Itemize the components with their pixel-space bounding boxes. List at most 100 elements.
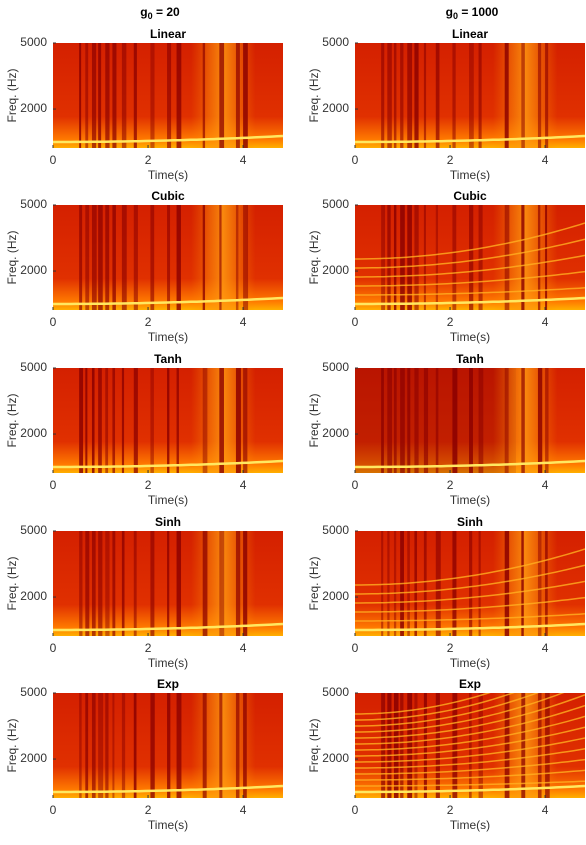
stripe <box>219 205 222 310</box>
stripe <box>150 43 155 148</box>
stripe <box>400 43 404 148</box>
stripe <box>423 368 429 473</box>
stripe <box>91 693 96 798</box>
x-tick-label: 4 <box>240 153 247 167</box>
stripe <box>105 205 110 310</box>
stripe <box>98 43 102 148</box>
x-tick-label: 2 <box>447 153 454 167</box>
stripe <box>400 368 405 473</box>
stripe <box>423 205 426 310</box>
stripe <box>478 43 482 148</box>
stripe <box>469 368 473 473</box>
stripe <box>98 693 104 798</box>
stripe <box>112 531 116 636</box>
stripe <box>414 368 419 473</box>
stripe <box>243 531 248 636</box>
x-axis-label: Time(s) <box>450 168 490 182</box>
x-tick-label: 4 <box>240 315 247 329</box>
dark-zone <box>355 368 516 473</box>
y-tick-label: 2000 <box>20 589 47 603</box>
spectrogram-image <box>53 43 283 148</box>
panel: Cubic 2000 5000 0 2 4 Time(s) Freq. (Hz) <box>307 189 585 344</box>
x-tick-label: 4 <box>542 315 549 329</box>
panel: Linear 2000 5000 0 2 4 Time(s) Freq. (Hz) <box>307 27 585 182</box>
panel-title: Sinh <box>155 515 181 529</box>
stripe <box>387 693 392 798</box>
y-axis-label: Freq. (Hz) <box>307 393 321 447</box>
harmonic <box>355 580 585 604</box>
panel-title: Sinh <box>457 515 483 529</box>
stripe <box>85 531 90 636</box>
stripe <box>85 693 89 798</box>
stripe <box>414 531 418 636</box>
x-tick-label: 2 <box>447 315 454 329</box>
stripe <box>537 205 541 310</box>
stripe <box>521 205 525 310</box>
y-axis-label: Freq. (Hz) <box>307 68 321 122</box>
stripe <box>98 531 103 636</box>
y-axis-label: Freq. (Hz) <box>307 230 321 284</box>
stripe <box>423 43 427 148</box>
stripe <box>407 368 411 473</box>
harmonic <box>355 693 491 715</box>
x-tick-label: 4 <box>542 478 549 492</box>
glow <box>493 531 558 636</box>
x-axis-label: Time(s) <box>148 818 188 832</box>
stripe <box>478 205 483 310</box>
stripe <box>243 368 248 473</box>
harmonic <box>355 784 585 794</box>
panel: Sinh 2000 5000 0 2 4 Time(s) Freq. (Hz) <box>5 515 283 670</box>
stripe <box>545 205 548 310</box>
panel-title: Cubic <box>151 189 185 203</box>
stripe <box>381 205 386 310</box>
stripe <box>423 693 427 798</box>
x-axis-label: Time(s) <box>148 493 188 507</box>
x-axis-label: Time(s) <box>450 818 490 832</box>
stripe <box>478 693 483 798</box>
x-tick-label: 0 <box>50 153 57 167</box>
title-sub: 0 <box>148 11 153 21</box>
x-axis-label: Time(s) <box>148 330 188 344</box>
stripe <box>407 693 413 798</box>
panel: Linear 2000 5000 0 2 4 Time(s) Freq. (Hz) <box>5 27 283 182</box>
y-tick-label: 5000 <box>322 685 349 699</box>
stripe <box>452 205 457 310</box>
stripe <box>150 693 155 798</box>
panel-title: Tanh <box>154 352 182 366</box>
harmonic <box>355 613 585 622</box>
x-tick-label: 2 <box>447 641 454 655</box>
stripe <box>537 43 542 148</box>
stripe <box>235 693 240 798</box>
y-axis-label: Freq. (Hz) <box>5 393 19 447</box>
column-title: g0 = 20 <box>140 5 180 21</box>
stripe <box>407 43 413 148</box>
stripe <box>521 368 525 473</box>
y-axis-label: Freq. (Hz) <box>5 556 19 610</box>
title-base: g <box>140 5 147 19</box>
stripe <box>79 531 83 636</box>
stripe <box>521 531 524 636</box>
stripe <box>176 43 182 148</box>
x-tick-label: 4 <box>542 153 549 167</box>
stripe <box>112 205 116 310</box>
title-sub: 0 <box>453 11 458 21</box>
spectrogram-image <box>53 205 283 310</box>
stripe <box>235 531 241 636</box>
stripe <box>202 368 208 473</box>
harmonic <box>355 254 585 278</box>
stripe <box>381 43 385 148</box>
stripe <box>243 693 247 798</box>
stripe <box>167 531 170 636</box>
x-tick-label: 0 <box>352 641 359 655</box>
y-tick-label: 2000 <box>20 426 47 440</box>
column-title: g0 = 1000 <box>446 5 499 21</box>
stripe <box>235 43 240 148</box>
stripe <box>235 368 241 473</box>
title-text: = 1000 <box>458 5 499 19</box>
stripe <box>121 205 127 310</box>
panel-title: Exp <box>459 677 481 691</box>
stripe <box>150 368 154 473</box>
stripe <box>79 368 84 473</box>
